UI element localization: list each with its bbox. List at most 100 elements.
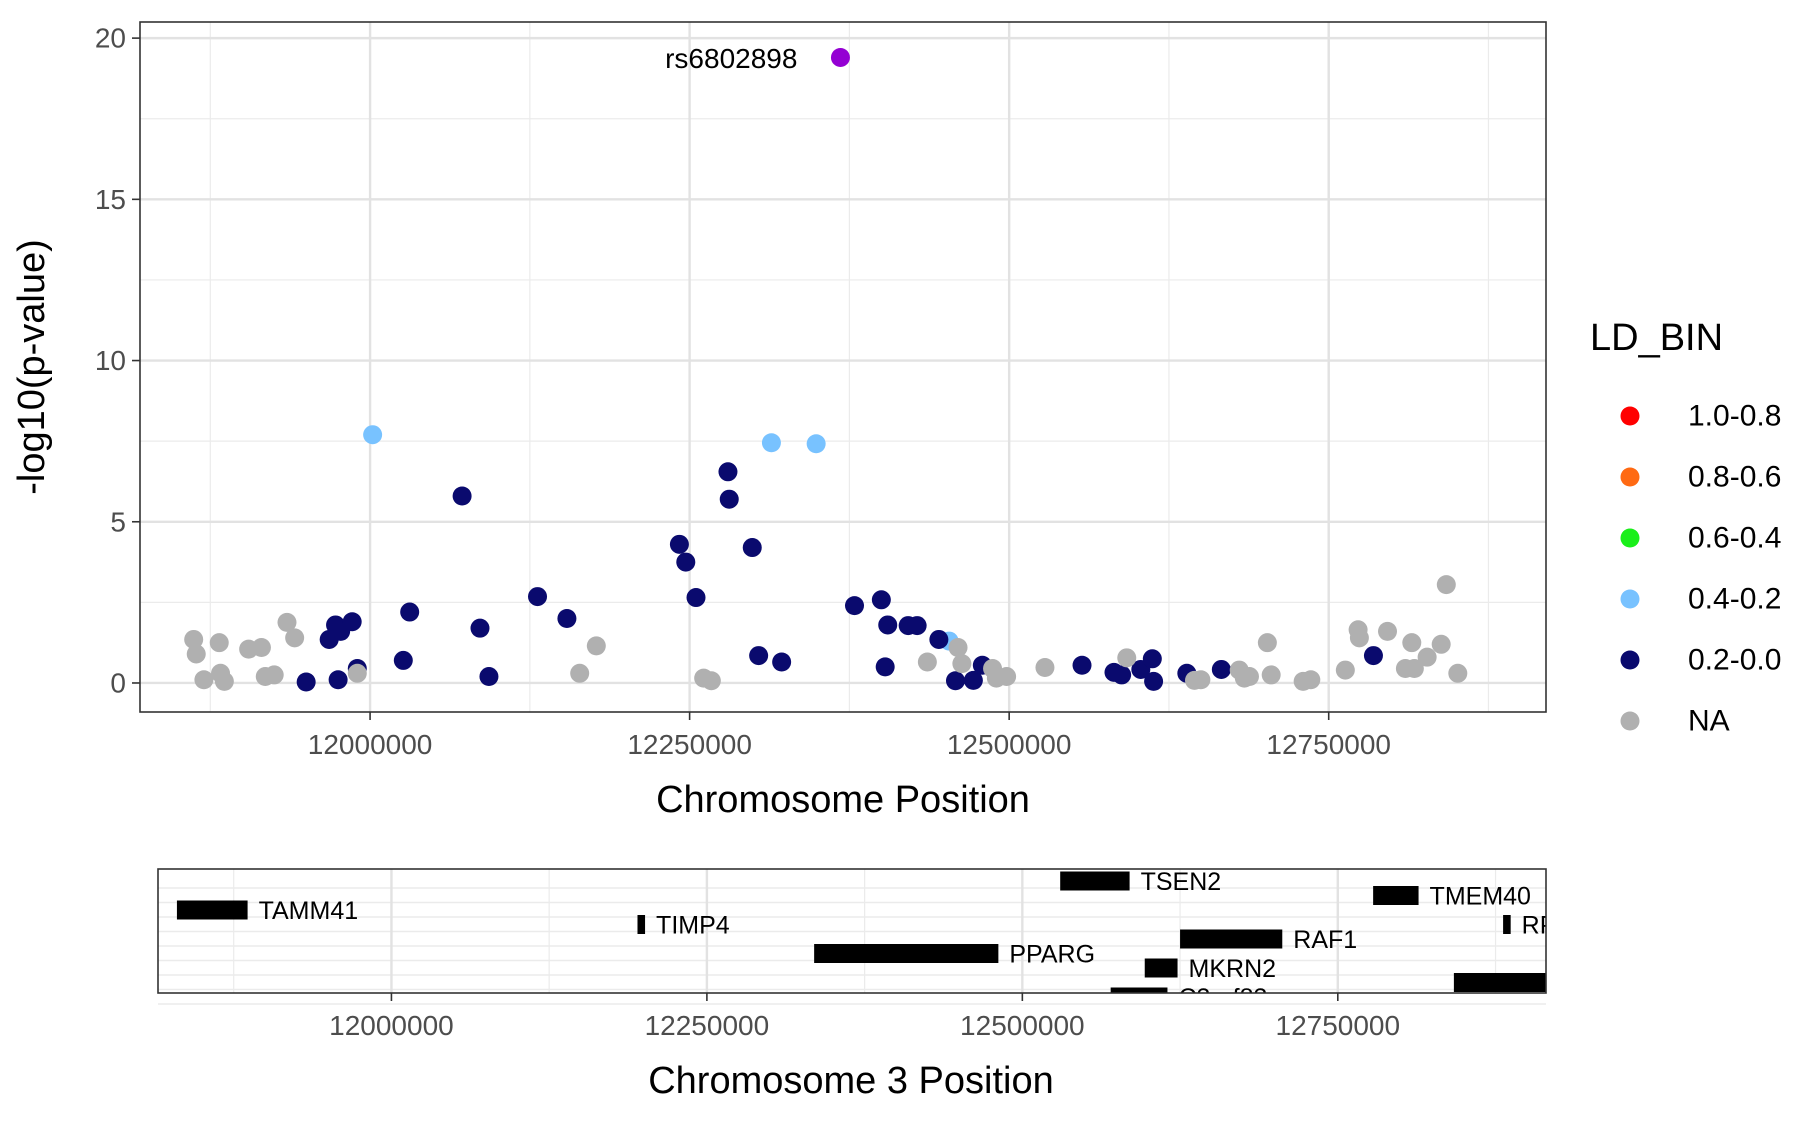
- point-NA: [264, 665, 284, 685]
- point-NA: [184, 629, 204, 649]
- point-0.2-0.0: [686, 588, 706, 608]
- point-NA: [214, 671, 234, 691]
- y-axis-title: -log10(p-value): [11, 239, 53, 495]
- point-NA: [1436, 575, 1456, 595]
- legend-key: [1620, 528, 1640, 548]
- gene-bar: [1180, 929, 1283, 949]
- legend-items: 1.0-0.8 0.8-0.6 0.6-0.4 0.4-0.2 0.2-0.0 NA: [1620, 400, 1781, 738]
- point-NA: [570, 663, 590, 683]
- gene-track-tick-labels: 12000000 12250000 12500000 12750000: [329, 1010, 1400, 1041]
- gene-label: RAF1: [1293, 926, 1357, 954]
- point-NA: [1301, 670, 1321, 690]
- legend-label: 0.2-0.0: [1688, 644, 1781, 677]
- point-0.2-0.0: [1142, 649, 1162, 669]
- point-0.2-0.0: [393, 650, 413, 670]
- gene-label: TAMM41: [259, 897, 359, 925]
- point-0.2-0.0: [749, 646, 769, 666]
- y-tick-label: 5: [110, 506, 126, 537]
- gene-track-ticks: [390, 993, 1339, 1001]
- legend-title: LD_BIN: [1590, 317, 1723, 359]
- point-0.2-0.0: [871, 590, 891, 610]
- point-0.2-0.0: [845, 596, 865, 616]
- point-NA: [917, 652, 937, 672]
- legend-label: 0.6-0.4: [1688, 522, 1781, 555]
- gene-label: TIMP4: [656, 912, 730, 940]
- point-0.2-0.0: [342, 612, 362, 632]
- track-x-tick-label: 12750000: [1276, 1010, 1401, 1041]
- scatter-ticks: [132, 37, 1330, 720]
- point-0.2-0.0: [772, 652, 792, 672]
- point-NA: [997, 667, 1017, 687]
- point-0.2-0.0: [1144, 671, 1164, 691]
- point-0.4-0.2: [806, 434, 826, 454]
- point-0.2-0.0: [296, 672, 316, 692]
- point-0.2-0.0: [1112, 665, 1132, 685]
- scatter-tick-labels: 12000000 12250000 12500000 12750000 0 5 10 15 20: [95, 23, 1391, 760]
- point-0.2-0.0: [718, 462, 738, 482]
- gene-bar: [1373, 886, 1419, 905]
- point-NA: [1448, 663, 1468, 683]
- point-0.2-0.0: [328, 670, 348, 690]
- gene-bar: [1110, 987, 1168, 993]
- gene-label: TMEM40: [1430, 883, 1531, 911]
- point-0.2-0.0: [719, 489, 739, 509]
- gene-bar: [637, 915, 646, 934]
- gene-bar: [1453, 973, 1546, 992]
- point-NA: [1117, 648, 1137, 668]
- gene-track-border: [157, 868, 1547, 994]
- point-0.2-0.0: [400, 602, 420, 622]
- legend-label: 0.8-0.6: [1688, 461, 1781, 494]
- gene-label: MKRN2: [1189, 955, 1277, 983]
- legend-key: [1620, 711, 1640, 731]
- x-axis-title: Chromosome Position: [656, 779, 1030, 821]
- point-0.2-0.0: [479, 667, 499, 687]
- point-0.2-0.0: [963, 670, 983, 690]
- point-NA: [1035, 658, 1055, 678]
- point-NA: [1191, 670, 1211, 690]
- y-tick-label: 15: [95, 184, 126, 215]
- point-NA: [1335, 660, 1355, 680]
- lead-snp-point: [830, 47, 850, 67]
- legend-label: 0.4-0.2: [1688, 583, 1781, 616]
- gene-track-panel: TAMM41 TIMP4 PPARG TSEN2 MKRN2 RAF1 C3orf83 TME…: [157, 868, 1598, 1102]
- scatter-border: [139, 21, 1547, 713]
- point-0.2-0.0: [742, 538, 762, 558]
- scatter-background: [140, 22, 1546, 712]
- point-NA: [277, 612, 297, 632]
- scatter-points: [184, 47, 1468, 692]
- x-tick-label: 12750000: [1266, 729, 1391, 760]
- point-NA: [948, 638, 968, 658]
- point-0.2-0.0: [557, 608, 577, 628]
- point-NA: [251, 638, 271, 658]
- point-0.2-0.0: [452, 486, 472, 506]
- gene-bar: [814, 944, 999, 963]
- point-0.4-0.2: [761, 433, 781, 453]
- point-NA: [186, 644, 206, 664]
- point-0.2-0.0: [470, 618, 490, 638]
- point-NA: [1417, 647, 1437, 667]
- point-0.2-0.0: [1363, 646, 1383, 666]
- point-0.2-0.0: [929, 629, 949, 649]
- point-NA: [1239, 667, 1259, 687]
- legend-key: [1620, 650, 1640, 670]
- point-NA: [1261, 665, 1281, 685]
- point-0.2-0.0: [945, 671, 965, 691]
- point-0.2-0.0: [875, 657, 895, 677]
- point-NA: [1404, 658, 1424, 678]
- x-tick-label: 12500000: [947, 729, 1072, 760]
- track-x-tick-label: 12000000: [329, 1010, 454, 1041]
- legend: LD_BIN 1.0-0.8 0.8-0.6 0.6-0.4 0.4-0.2 0.2-0…: [1590, 317, 1781, 738]
- gene-label: PPARG: [1009, 941, 1095, 969]
- gene-bar: [1144, 958, 1178, 978]
- point-NA: [194, 670, 214, 690]
- lead-snp-label: rs6802898: [665, 43, 797, 74]
- point-NA: [1431, 634, 1451, 654]
- point-0.2-0.0: [676, 552, 696, 572]
- legend-key: [1620, 589, 1640, 609]
- y-tick-label: 10: [95, 345, 126, 376]
- point-0.4-0.2: [363, 425, 383, 445]
- gene-track-x-axis-title: Chromosome 3 Position: [648, 1060, 1054, 1102]
- legend-label: NA: [1688, 705, 1730, 738]
- gene-label: RPL32: [1522, 912, 1598, 940]
- legend-key: [1620, 406, 1640, 426]
